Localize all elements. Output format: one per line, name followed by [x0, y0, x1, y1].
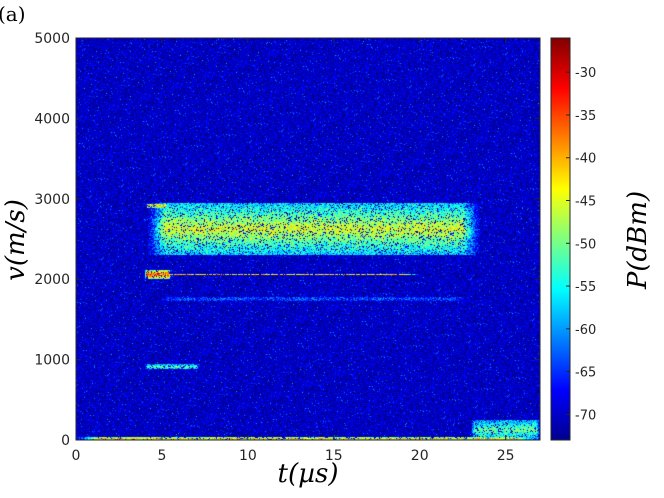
x-tick-label: 5	[157, 448, 166, 464]
y-tick-label: 5000	[34, 31, 70, 47]
x-tick-label: 10	[239, 448, 257, 464]
y-tick-label: 1000	[34, 353, 70, 369]
colorbar-tick-label: -70	[575, 408, 596, 423]
y-axis-label: v(m/s)	[1, 199, 31, 281]
colorbar-tick-label: -65	[575, 366, 596, 381]
x-tick-label: 20	[411, 448, 429, 464]
x-tick-label: 15	[325, 448, 343, 464]
y-tick-label: 2000	[34, 272, 70, 288]
colorbar-tick-label: -30	[575, 66, 596, 81]
colorbar-tick-label: -50	[575, 237, 596, 252]
x-axis-label: t(µs)	[278, 459, 339, 489]
x-axis: 0 5 10 15 20 25	[72, 38, 515, 464]
x-tick-label: 25	[497, 448, 515, 464]
panel-label: (a)	[0, 2, 26, 26]
y-tick-label: 3000	[34, 192, 70, 208]
heatmap-plot-area	[76, 38, 540, 440]
colorbar	[550, 37, 571, 441]
y-tick-label: 4000	[34, 111, 70, 127]
colorbar-tick-label: -45	[575, 195, 596, 210]
colorbar-axis: -30 -35 -40 -45 -50 -55 -60 -65 -70	[566, 66, 596, 423]
plot-frame	[75, 37, 541, 441]
x-tick-label: 0	[72, 448, 81, 464]
colorbar-label: P(dBm)	[623, 191, 653, 290]
colorbar-tick-label: -40	[575, 152, 596, 167]
y-tick-label: 0	[61, 433, 70, 449]
colorbar-tick-label: -35	[575, 109, 596, 124]
colorbar-tick-label: -60	[575, 323, 596, 338]
y-axis: 0 1000 2000 3000 4000 5000	[34, 31, 540, 449]
colorbar-tick-label: -55	[575, 280, 596, 295]
